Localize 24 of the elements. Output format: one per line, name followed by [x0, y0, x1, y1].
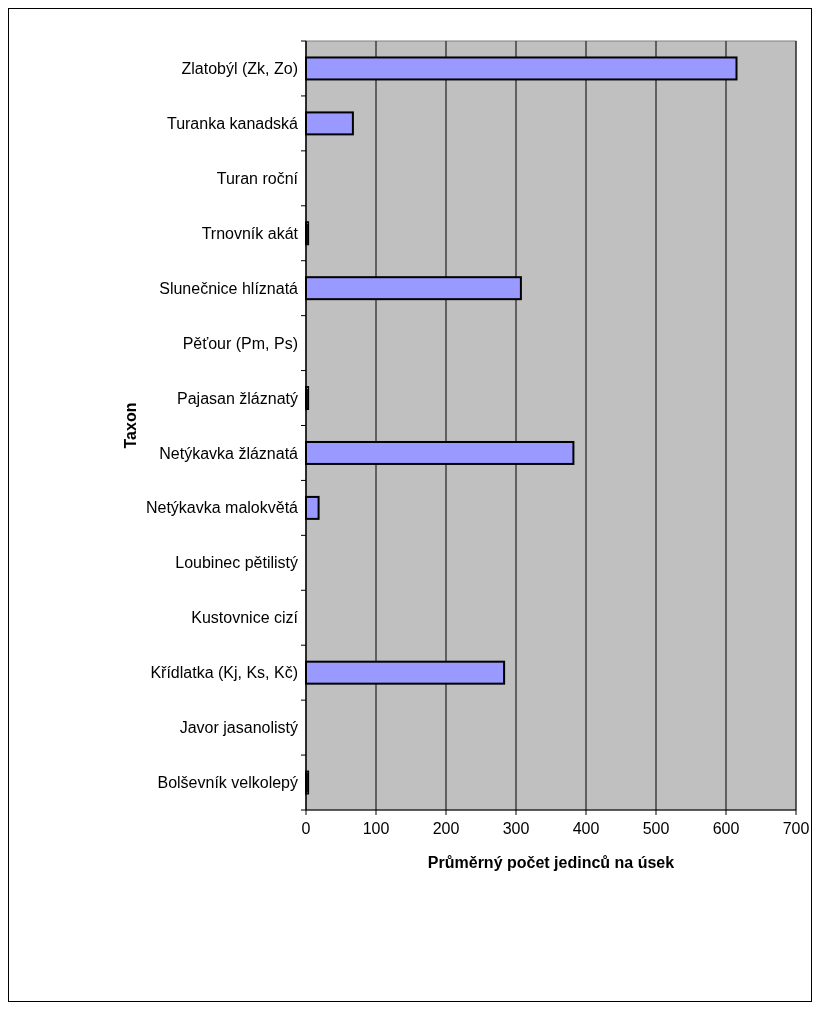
y-tick-label: Křídlatka (Kj, Ks, Kč): [150, 664, 298, 682]
y-tick-label: Trnovník akát: [201, 224, 299, 242]
x-tick-label: 0: [301, 820, 311, 837]
y-tick-label: Javor jasanolistý: [179, 719, 298, 737]
y-tick-label: Netýkavka žláznatá: [159, 444, 299, 462]
y-tick-label: Pajasan žláznatý: [177, 389, 298, 407]
y-tick-label: Bolševník velkolepý: [157, 774, 298, 792]
y-tick-label: Kustovnice cizí: [191, 609, 299, 627]
x-tick-label: 700: [782, 820, 810, 837]
x-axis-title: Průměrný počet jedinců na úsek: [427, 854, 675, 871]
y-tick-label: Zlatobýl (Zk, Zo): [181, 60, 298, 78]
x-tick-label: 500: [642, 820, 670, 837]
x-tick-label: 100: [362, 820, 390, 837]
x-tick-label: 600: [712, 820, 740, 837]
y-axis-title: Taxon: [121, 402, 139, 449]
y-tick-label: Slunečnice hlíznatá: [159, 279, 299, 297]
y-tick-label: Pěťour (Pm, Ps): [182, 334, 298, 352]
x-tick-label: 400: [572, 820, 600, 837]
y-tick-label: Turan roční: [216, 169, 299, 187]
y-tick-label: Turanka kanadská: [166, 114, 299, 132]
x-tick-label: 200: [432, 820, 460, 837]
x-tick-label: 300: [502, 820, 530, 837]
y-tick-label: Loubinec pětilistý: [175, 554, 298, 572]
y-tick-label: Netýkavka malokvětá: [145, 499, 299, 517]
